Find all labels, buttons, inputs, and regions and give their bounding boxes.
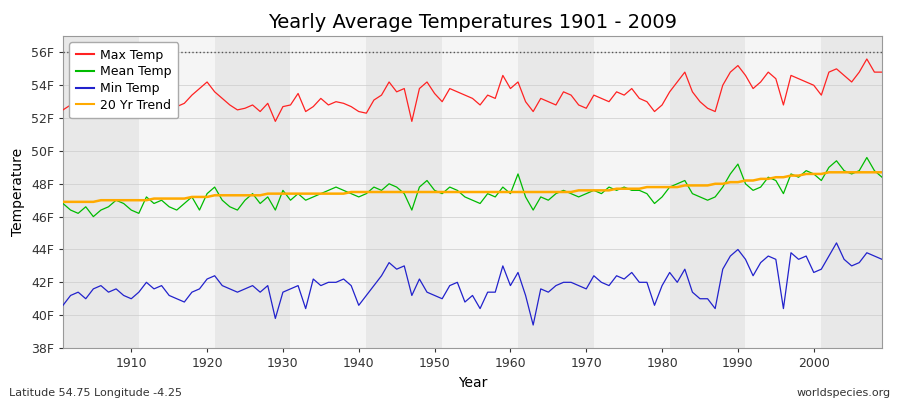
- Title: Yearly Average Temperatures 1901 - 2009: Yearly Average Temperatures 1901 - 2009: [268, 13, 677, 32]
- Bar: [291, 36, 366, 348]
- Bar: [594, 36, 670, 348]
- Legend: Max Temp, Mean Temp, Min Temp, 20 Yr Trend: Max Temp, Mean Temp, Min Temp, 20 Yr Tre…: [69, 42, 178, 118]
- Bar: [215, 36, 291, 348]
- Bar: [442, 36, 518, 348]
- Bar: [822, 36, 897, 348]
- Bar: [139, 36, 215, 348]
- Bar: [518, 36, 594, 348]
- Text: Latitude 54.75 Longitude -4.25: Latitude 54.75 Longitude -4.25: [9, 388, 182, 398]
- X-axis label: Year: Year: [458, 376, 487, 390]
- Bar: [670, 36, 745, 348]
- Bar: [366, 36, 442, 348]
- Y-axis label: Temperature: Temperature: [12, 148, 25, 236]
- Bar: [745, 36, 822, 348]
- Text: worldspecies.org: worldspecies.org: [796, 388, 891, 398]
- Bar: [63, 36, 139, 348]
